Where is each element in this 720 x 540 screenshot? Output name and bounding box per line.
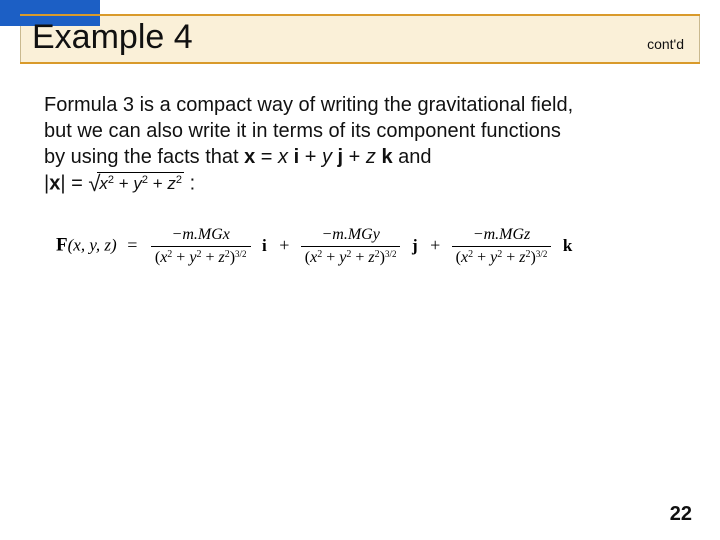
basis-i: i bbox=[262, 236, 267, 255]
slide-title: Example 4 bbox=[32, 18, 193, 57]
formula-plus-1: + bbox=[279, 235, 289, 255]
fraction-i: −m.MGx (x2 + y2 + z2)3/2 bbox=[151, 226, 251, 267]
formula-plus-2: + bbox=[430, 235, 440, 255]
basis-k: k bbox=[563, 236, 572, 255]
fraction-k: −m.MGz (x2 + y2 + z2)3/2 bbox=[452, 226, 552, 267]
body-line-1: Formula 3 is a compact way of writing th… bbox=[44, 94, 573, 116]
body-line-2: but we can also write it in terms of its… bbox=[44, 120, 561, 142]
num-2: −m.MGy bbox=[321, 226, 379, 243]
radicand: x2 + y2 + z2 bbox=[97, 172, 184, 195]
rad-z-sq: 2 bbox=[176, 174, 182, 186]
plus-1: + bbox=[299, 146, 322, 168]
body-line-3a: by using the facts that bbox=[44, 146, 244, 168]
den3-p1: + bbox=[473, 249, 490, 266]
vector-x-lhs: x bbox=[244, 146, 255, 168]
den2-p2: + bbox=[351, 249, 368, 266]
formula-F: F bbox=[56, 235, 68, 256]
den3-p2: + bbox=[502, 249, 519, 266]
basis-j: j bbox=[412, 236, 418, 255]
den1-p1: + bbox=[172, 249, 189, 266]
den2-exp: 3/2 bbox=[385, 249, 397, 259]
num-1: −m.MGx bbox=[172, 226, 230, 243]
formula-eq: = bbox=[123, 235, 142, 255]
scalar-x: x bbox=[278, 146, 294, 168]
den1-p2: + bbox=[201, 249, 218, 266]
rad-z: z bbox=[167, 174, 176, 193]
and-text: and bbox=[393, 146, 432, 168]
vector-x-abs: x bbox=[49, 173, 60, 195]
basis-k-inline: k bbox=[381, 146, 392, 168]
vector-field-formula: F(x, y, z) = −m.MGx (x2 + y2 + z2)3/2 i … bbox=[56, 226, 700, 267]
den3-exp: 3/2 bbox=[536, 249, 548, 259]
header-rule-top bbox=[20, 14, 700, 16]
sqrt-expression: √x2 + y2 + z2 bbox=[88, 170, 184, 199]
rad-y: y bbox=[133, 174, 142, 193]
formula-args: (x, y, z) bbox=[68, 236, 117, 255]
num-3: −m.MGz bbox=[473, 226, 530, 243]
abs-close-eq: | = bbox=[60, 173, 88, 195]
slide-header: Example 4 cont'd bbox=[0, 0, 720, 72]
page-number: 22 bbox=[670, 503, 692, 526]
rad-plus-1: + bbox=[114, 174, 133, 193]
colon: : bbox=[184, 173, 195, 195]
eq-sign-1: = bbox=[255, 146, 278, 168]
scalar-y: y bbox=[322, 146, 338, 168]
body-paragraph: Formula 3 is a compact way of writing th… bbox=[44, 92, 676, 199]
continued-label: cont'd bbox=[647, 36, 684, 52]
header-rule-bottom bbox=[20, 62, 700, 64]
rad-x: x bbox=[99, 174, 108, 193]
den1-exp: 3/2 bbox=[235, 249, 247, 259]
den2-p1: + bbox=[322, 249, 339, 266]
plus-2: + bbox=[343, 146, 366, 168]
scalar-z: z bbox=[366, 146, 382, 168]
rad-plus-2: + bbox=[148, 174, 167, 193]
fraction-j: −m.MGy (x2 + y2 + z2)3/2 bbox=[301, 226, 401, 267]
